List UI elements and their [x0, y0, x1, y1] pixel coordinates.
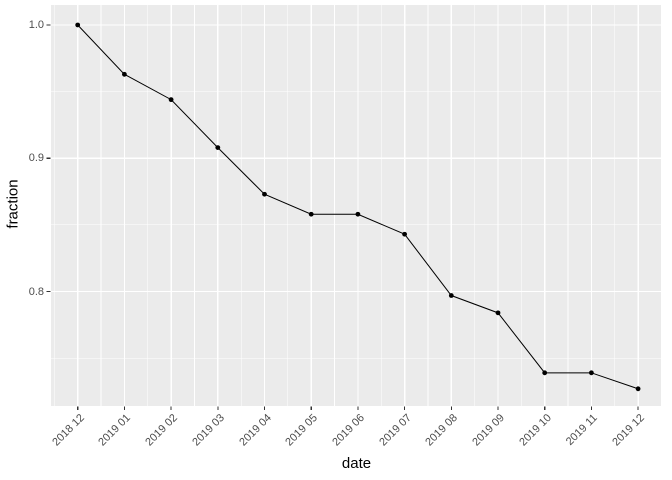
data-point	[635, 386, 641, 392]
data-point	[495, 310, 501, 316]
data-point	[448, 293, 454, 298]
data-point	[308, 211, 314, 217]
data-point	[75, 22, 81, 28]
data-point	[542, 370, 548, 376]
data-point	[589, 370, 594, 376]
data-point	[355, 211, 361, 217]
y-tick-label: 0.9	[28, 152, 44, 165]
data-point	[402, 231, 407, 237]
data-point	[122, 71, 127, 77]
plot-panel	[51, 5, 662, 406]
data-point	[262, 191, 267, 197]
y-axis-title: fraction	[4, 179, 22, 229]
y-tick-label: 1.0	[28, 18, 44, 31]
y-tick-label: 0.8	[28, 285, 44, 298]
data-point	[215, 145, 221, 150]
data-point	[168, 97, 174, 103]
x-axis-title: date	[341, 455, 372, 472]
